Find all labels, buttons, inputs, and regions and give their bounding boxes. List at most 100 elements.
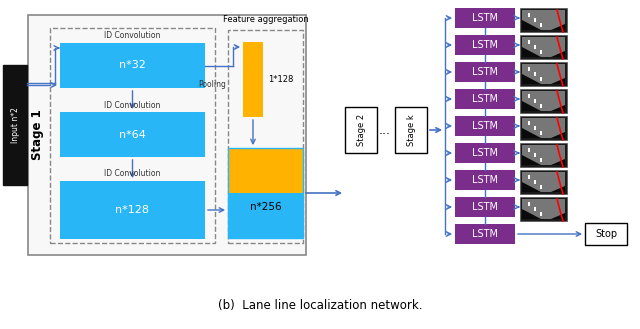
Bar [528,13,530,17]
Bar [228,148,303,193]
Polygon shape [551,78,565,84]
Bar [28,15,306,255]
Bar [520,143,567,167]
Bar [228,148,303,238]
Bar [3,65,27,185]
Bar [540,212,542,216]
Bar [520,197,567,221]
Bar [534,207,536,211]
Bar [455,170,515,190]
Bar [455,116,515,136]
Text: LSTM: LSTM [472,94,498,104]
Text: ID Convolution: ID Convolution [104,32,161,40]
Text: LSTM: LSTM [472,121,498,131]
Bar [528,67,530,71]
Polygon shape [551,51,565,57]
Text: Stop: Stop [595,229,617,239]
Polygon shape [522,64,565,84]
Text: LSTM: LSTM [472,148,498,158]
Bar [540,185,542,189]
Text: LSTM: LSTM [472,202,498,212]
Bar [528,175,530,179]
Polygon shape [522,209,541,219]
Bar [534,72,536,76]
Polygon shape [522,74,541,84]
Bar [50,28,215,243]
Bar [228,193,303,238]
Bar [528,148,530,152]
Polygon shape [551,159,565,165]
Bar [520,8,567,32]
Bar [455,8,515,28]
Bar [455,62,515,82]
Bar [60,43,205,88]
Polygon shape [551,213,565,219]
Text: LSTM: LSTM [472,67,498,77]
Bar [540,77,542,81]
Text: (b)  Lane line localization network.: (b) Lane line localization network. [218,298,422,312]
Polygon shape [522,37,565,57]
Polygon shape [522,101,541,111]
Bar [455,35,515,55]
Bar [520,170,567,194]
Text: n*128: n*128 [115,205,150,215]
Text: Feature aggregation: Feature aggregation [223,15,308,24]
Bar [455,197,515,217]
Bar [395,107,427,153]
Text: Input n*2: Input n*2 [10,107,19,143]
Bar [534,99,536,103]
Text: LSTM: LSTM [472,175,498,185]
Bar [60,112,205,157]
Bar [534,45,536,49]
Bar [534,126,536,130]
Bar [243,42,263,117]
Text: n*32: n*32 [119,61,146,70]
Bar [60,181,205,239]
Text: ...: ... [379,123,391,137]
Text: 1*128: 1*128 [268,75,294,84]
Polygon shape [522,145,565,165]
Polygon shape [551,24,565,30]
Bar [455,143,515,163]
Polygon shape [522,155,541,165]
Text: LSTM: LSTM [472,13,498,23]
Bar [540,50,542,54]
Text: Stage k: Stage k [406,114,415,146]
Bar [528,40,530,44]
Bar [228,30,303,243]
Bar [345,107,377,153]
Bar [528,94,530,98]
Polygon shape [522,182,541,192]
Polygon shape [551,186,565,192]
Bar [540,104,542,108]
Text: Pooling: Pooling [198,80,226,89]
Polygon shape [551,105,565,111]
Bar [534,153,536,157]
Bar [520,35,567,59]
Polygon shape [522,91,565,111]
Polygon shape [522,47,541,57]
Bar [540,131,542,135]
Bar [534,18,536,22]
Bar [540,23,542,27]
Bar [534,180,536,184]
Polygon shape [522,118,565,138]
Bar [455,89,515,109]
Polygon shape [522,172,565,192]
Polygon shape [551,132,565,138]
Text: LSTM: LSTM [472,229,498,239]
Polygon shape [522,10,565,30]
Bar [585,223,627,245]
Text: ID Convolution: ID Convolution [104,169,161,179]
Text: ID Convolution: ID Convolution [104,100,161,110]
Bar [520,116,567,140]
Text: LSTM: LSTM [472,40,498,50]
Text: n*64: n*64 [119,130,146,139]
Bar [528,121,530,125]
Bar [528,202,530,206]
Bar [520,62,567,86]
Text: n*256: n*256 [250,201,282,212]
Text: Stage 1: Stage 1 [31,110,44,160]
Polygon shape [522,199,565,219]
Bar [540,158,542,162]
